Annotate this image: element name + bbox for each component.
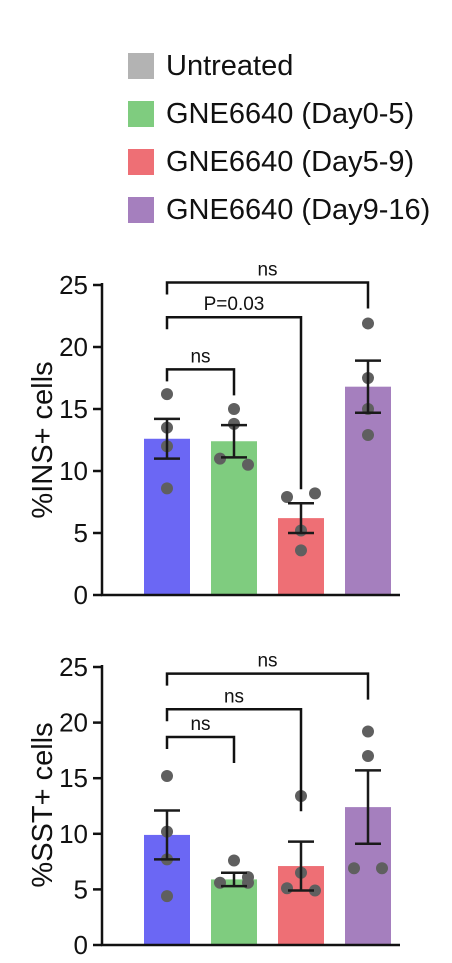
ins-data-point [295,544,307,557]
sst-y-tick-label: 25 [59,652,88,682]
sst-data-point [161,890,173,903]
ins-data-point [362,429,374,442]
sst-y-axis-label: %SST+ cells [27,722,59,887]
sst-y-tick-label: 5 [74,874,88,904]
ins-bar-3 [345,386,391,595]
legend-item-day5-9: GNE6640 (Day5-9) [128,138,430,186]
ins-y-tick-label: 20 [59,332,88,362]
legend-item-day9-16: GNE6640 (Day9-16) [128,186,430,234]
ins-data-point [161,482,173,495]
sst-y-tick-label: 10 [59,819,88,849]
ins-cells-chart: 0 5 10 15 20 25 %INS+ cells ns P=0.03 ns [27,260,400,610]
sst-data-point [376,862,388,875]
ins-data-point [309,487,321,500]
legend-item-untreated: Untreated [128,42,430,90]
sst-y-tick-label: 15 [59,763,88,793]
legend-swatch-untreated [128,53,154,79]
sst-comparison-label-1: ns [224,686,244,707]
legend: Untreated GNE6640 (Day0-5) GNE6640 (Day5… [128,42,430,234]
legend-item-day0-5: GNE6640 (Day0-5) [128,90,430,138]
legend-swatch-day9-16 [128,197,154,223]
sst-y-tick-label: 20 [59,708,88,738]
ins-comparison-label-1: P=0.03 [204,294,265,315]
sst-data-point [362,725,374,738]
legend-swatch-day0-5 [128,101,154,127]
sst-comparison-bracket-0 [165,735,236,764]
ins-data-point [228,403,240,415]
ins-bar-0 [144,438,190,595]
sst-y-tick-label: 0 [74,930,88,960]
sst-data-point [309,884,321,897]
sst-comparison-label-2: ns [257,651,277,672]
ins-comparison-bracket-0 [165,368,236,396]
ins-y-tick-label: 0 [74,580,88,610]
sst-data-point [362,749,374,762]
ins-comparison-bracket-1 [165,315,303,490]
sst-comparison-bracket-1 [165,708,303,812]
ins-y-tick-label: 25 [59,270,88,300]
legend-label-day0-5: GNE6640 (Day0-5) [166,97,415,130]
legend-swatch-day5-9 [128,149,154,175]
ins-data-point [161,388,173,401]
ins-y-tick-label: 5 [74,518,88,548]
ins-comparison-bracket-2 [165,281,370,309]
sst-data-point [228,854,240,867]
ins-data-point [281,491,293,504]
ins-y-axis-label: %INS+ cells [27,361,59,518]
legend-label-untreated: Untreated [166,49,294,82]
ins-comparison-label-2: ns [257,260,277,281]
ins-data-point [214,452,226,465]
sst-bar-1 [211,879,257,945]
legend-label-day5-9: GNE6640 (Day5-9) [166,145,415,178]
sst-data-point [161,769,173,782]
ins-data-point [362,317,374,330]
legend-label-day9-16: GNE6640 (Day9-16) [166,193,431,226]
ins-y-tick-label: 10 [59,456,88,486]
sst-comparison-label-0: ns [190,714,210,735]
ins-comparison-label-0: ns [190,346,210,367]
sst-data-point [281,882,293,895]
ins-y-tick-label: 15 [59,394,88,424]
sst-data-point [348,862,360,875]
ins-data-point [242,458,254,471]
sst-comparison-bracket-2 [165,672,370,700]
